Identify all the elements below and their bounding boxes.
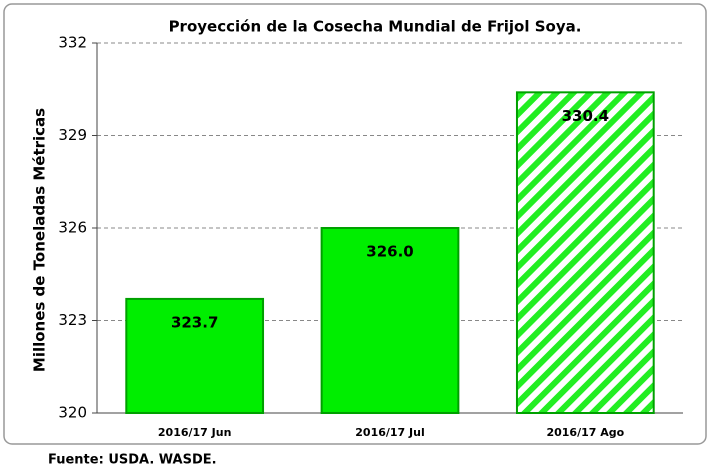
y-tick-label: 326 — [58, 219, 87, 237]
source-note: Fuente: USDA. WASDE. — [48, 453, 217, 468]
y-tick-label: 323 — [58, 311, 87, 329]
bar — [320, 227, 460, 414]
bar — [125, 297, 265, 414]
value-label: 326.0 — [366, 243, 413, 261]
chart-title: Proyección de la Cosecha Mundial de Frij… — [169, 18, 582, 36]
value-label: 330.4 — [562, 107, 609, 125]
bar — [515, 91, 655, 414]
x-tick-label: 2016/17 Jun — [158, 426, 232, 439]
y-tick-label: 332 — [58, 34, 87, 52]
value-label: 323.7 — [171, 313, 218, 331]
y-tick-label: 320 — [58, 404, 87, 422]
x-tick-label: 2016/17 Jul — [355, 426, 424, 439]
y-tick-label: 329 — [58, 126, 87, 144]
x-tick-label: 2016/17 Ago — [546, 426, 624, 439]
y-axis-label: Millones de Toneladas Métricas — [31, 108, 49, 372]
